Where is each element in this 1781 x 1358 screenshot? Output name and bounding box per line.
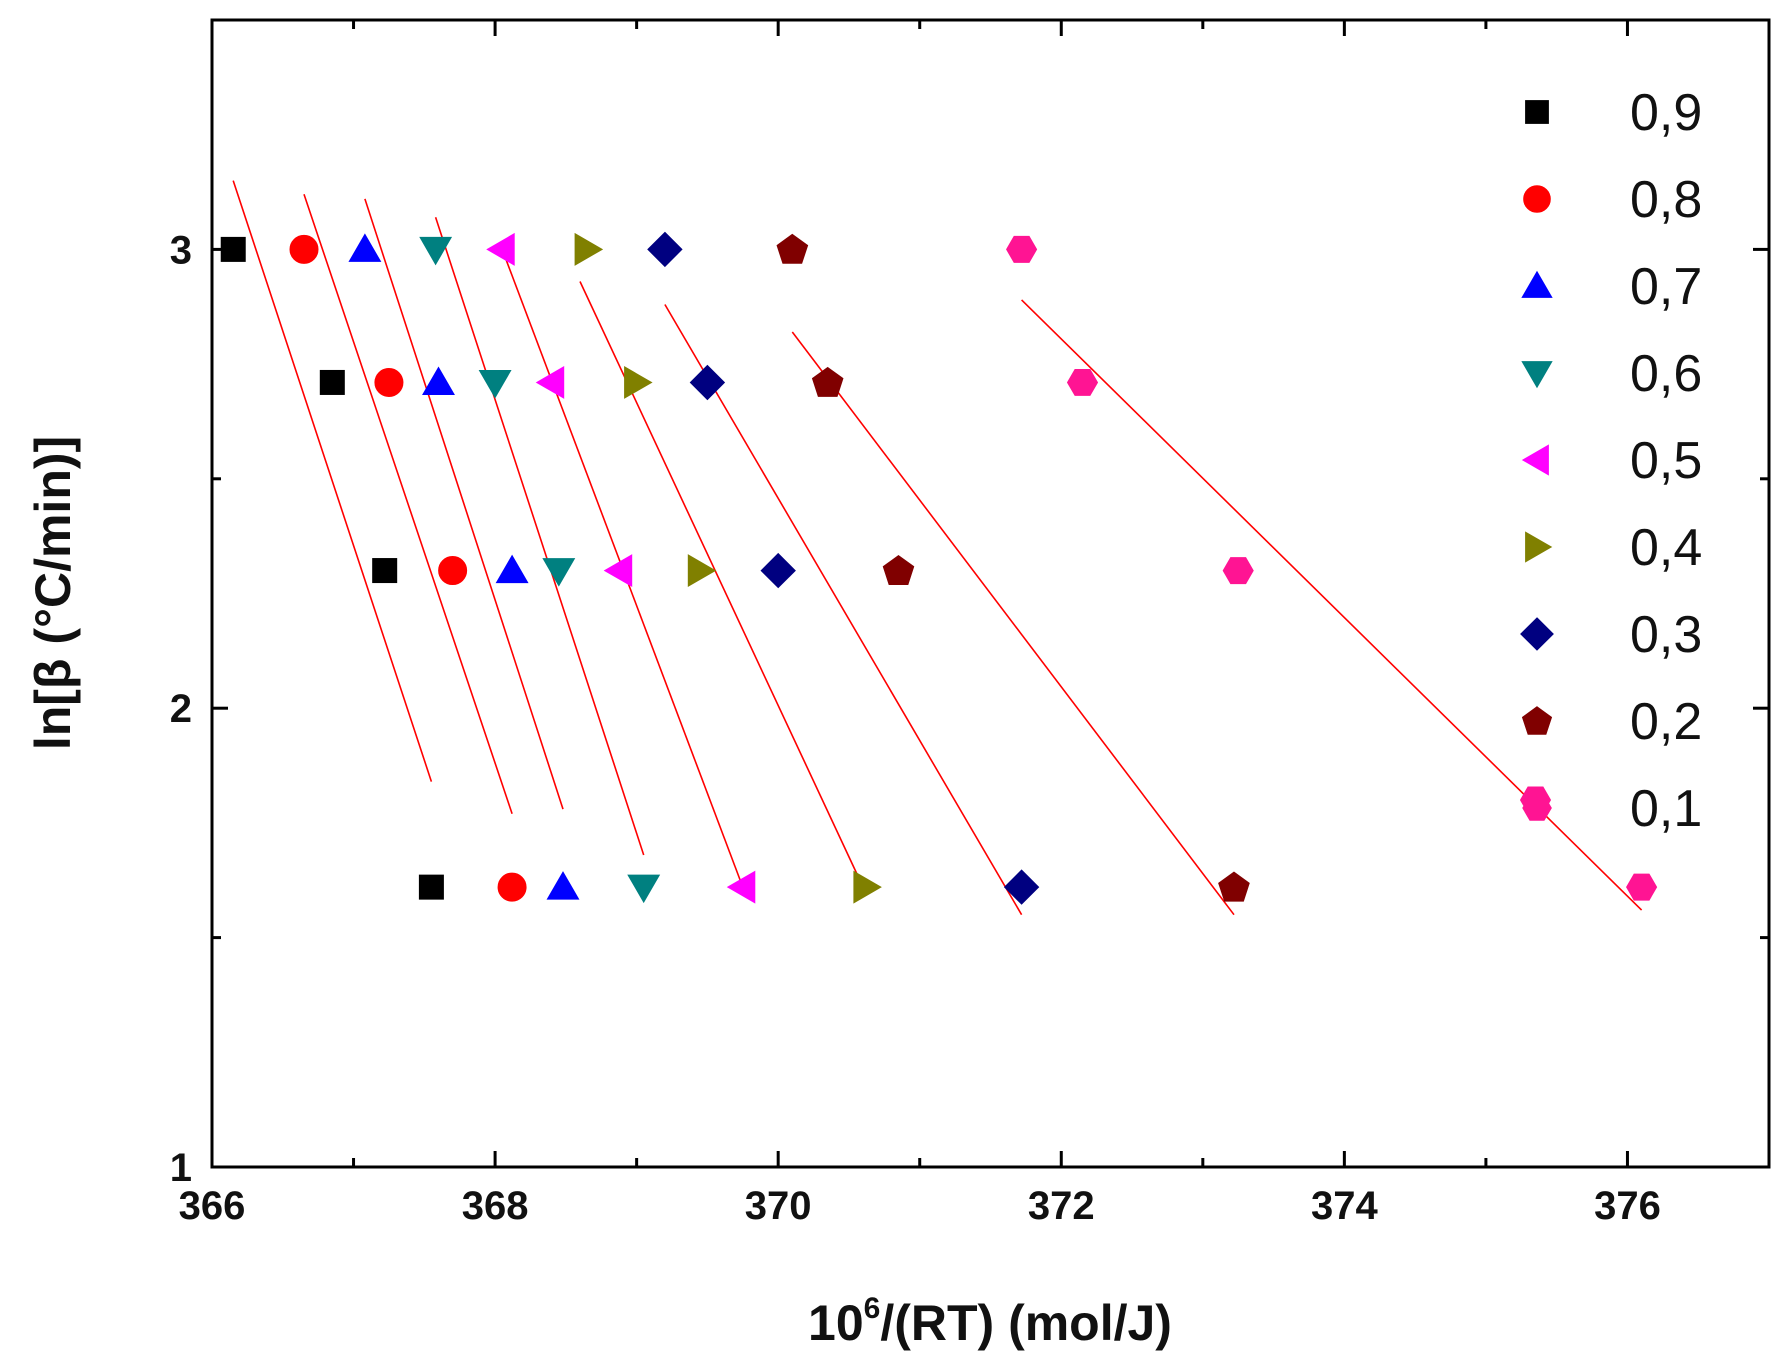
legend-marker-series-0	[1525, 100, 1549, 124]
legend-marker-series-4	[1521, 444, 1549, 476]
data-point-series-2	[348, 233, 382, 262]
data-point-series-3	[627, 874, 661, 904]
x-axis-title-base: 10	[808, 1295, 864, 1351]
data-point-series-8	[1626, 873, 1658, 901]
legend-label-series-2: 0,7	[1630, 258, 1702, 316]
data-point-series-5	[574, 232, 604, 266]
x-tick-label: 366	[179, 1184, 246, 1228]
data-point-series-0	[319, 369, 345, 395]
x-tick-label: 376	[1594, 1184, 1661, 1228]
y-tick-label: 1	[170, 1146, 192, 1190]
legend-label-series-1: 0,8	[1630, 171, 1702, 229]
data-point-series-8	[1222, 557, 1254, 585]
data-point-series-7	[811, 366, 844, 397]
legend-marker-series-1	[1523, 185, 1551, 213]
legend-label-series-8: 0,1	[1630, 780, 1702, 838]
x-tick-label: 372	[1028, 1184, 1095, 1228]
data-point-series-8	[1066, 369, 1099, 396]
x-axis-title-superscript: 6	[864, 1292, 881, 1325]
legend-label-series-0: 0,9	[1630, 84, 1702, 142]
data-point-series-8	[1006, 235, 1038, 263]
data-point-series-0	[372, 558, 398, 584]
x-tick-label: 374	[1311, 1184, 1378, 1228]
x-tick-label: 370	[745, 1184, 812, 1228]
data-point-series-1	[438, 556, 468, 586]
data-point-series-0	[220, 236, 246, 262]
data-point-series-6	[1003, 869, 1040, 905]
fit-line-series-3	[434, 217, 645, 856]
data-point-series-3	[419, 236, 453, 266]
data-point-series-1	[289, 234, 319, 264]
data-point-series-6	[647, 231, 683, 268]
data-point-series-2	[495, 554, 529, 584]
fit-lines	[232, 180, 1643, 916]
data-point-series-6	[760, 552, 796, 589]
data-point-series-4	[603, 554, 633, 587]
data-point-series-3	[478, 370, 512, 399]
data-point-series-2	[422, 366, 455, 395]
legend-marker-series-6	[1520, 617, 1554, 651]
data-point-series-5	[853, 870, 882, 904]
data-point-series-1	[497, 872, 527, 902]
fit-line-series-6	[664, 304, 1023, 916]
x-tick-label: 368	[462, 1184, 529, 1228]
data-point-series-1	[374, 367, 404, 397]
legend-marker-series-8	[1522, 795, 1552, 821]
axis-tick-labels: 366 368 370 372 374 376 1 2 3	[170, 228, 1661, 1228]
fit-line-series-0	[232, 180, 433, 782]
legend-label-series-6: 0,3	[1630, 606, 1702, 664]
data-point-series-5	[687, 554, 717, 587]
y-tick-label: 3	[170, 228, 192, 272]
legend-marker-series-2	[1521, 270, 1553, 298]
legend: 0,9 0,8 0,7 0,6 0,5 0,4 0,3 0,2 0,1	[1520, 84, 1702, 838]
data-point-series-7	[776, 233, 809, 264]
fit-line-series-1	[303, 194, 513, 814]
legend-label-series-3: 0,6	[1630, 345, 1702, 403]
data-point-series-4	[535, 366, 565, 399]
fit-line-series-7	[791, 331, 1235, 916]
plot-frame	[210, 18, 1771, 1169]
data-point-series-2	[546, 871, 580, 900]
fit-line-series-8	[1021, 299, 1643, 911]
y-axis-title: ln[β (°C/min)]	[25, 436, 81, 750]
data-point-series-7	[882, 554, 915, 585]
x-axis-title: 106/(RT) (mol/J)	[808, 1292, 1172, 1351]
x-axis-title-rest: /(RT) (mol/J)	[880, 1295, 1172, 1351]
data-point-series-6	[689, 364, 726, 401]
data-point-series-4	[726, 870, 756, 904]
data-point-series-7	[1218, 871, 1250, 902]
legend-marker-series-3	[1521, 361, 1553, 389]
legend-marker-series-7	[1521, 706, 1553, 735]
data-point-series-0	[418, 874, 444, 900]
legend-label-series-7: 0,2	[1630, 693, 1702, 751]
legend-label-series-4: 0,5	[1630, 432, 1702, 490]
data-point-series-4	[486, 232, 515, 266]
data-points	[220, 231, 1658, 905]
axis-ticks	[210, 18, 1771, 1169]
fit-line-series-2	[364, 198, 564, 810]
y-tick-label: 2	[170, 687, 192, 731]
legend-label-series-5: 0,4	[1630, 519, 1702, 577]
legend-marker-series-5	[1525, 531, 1553, 563]
data-point-series-3	[542, 558, 576, 587]
data-point-series-5	[624, 366, 653, 399]
